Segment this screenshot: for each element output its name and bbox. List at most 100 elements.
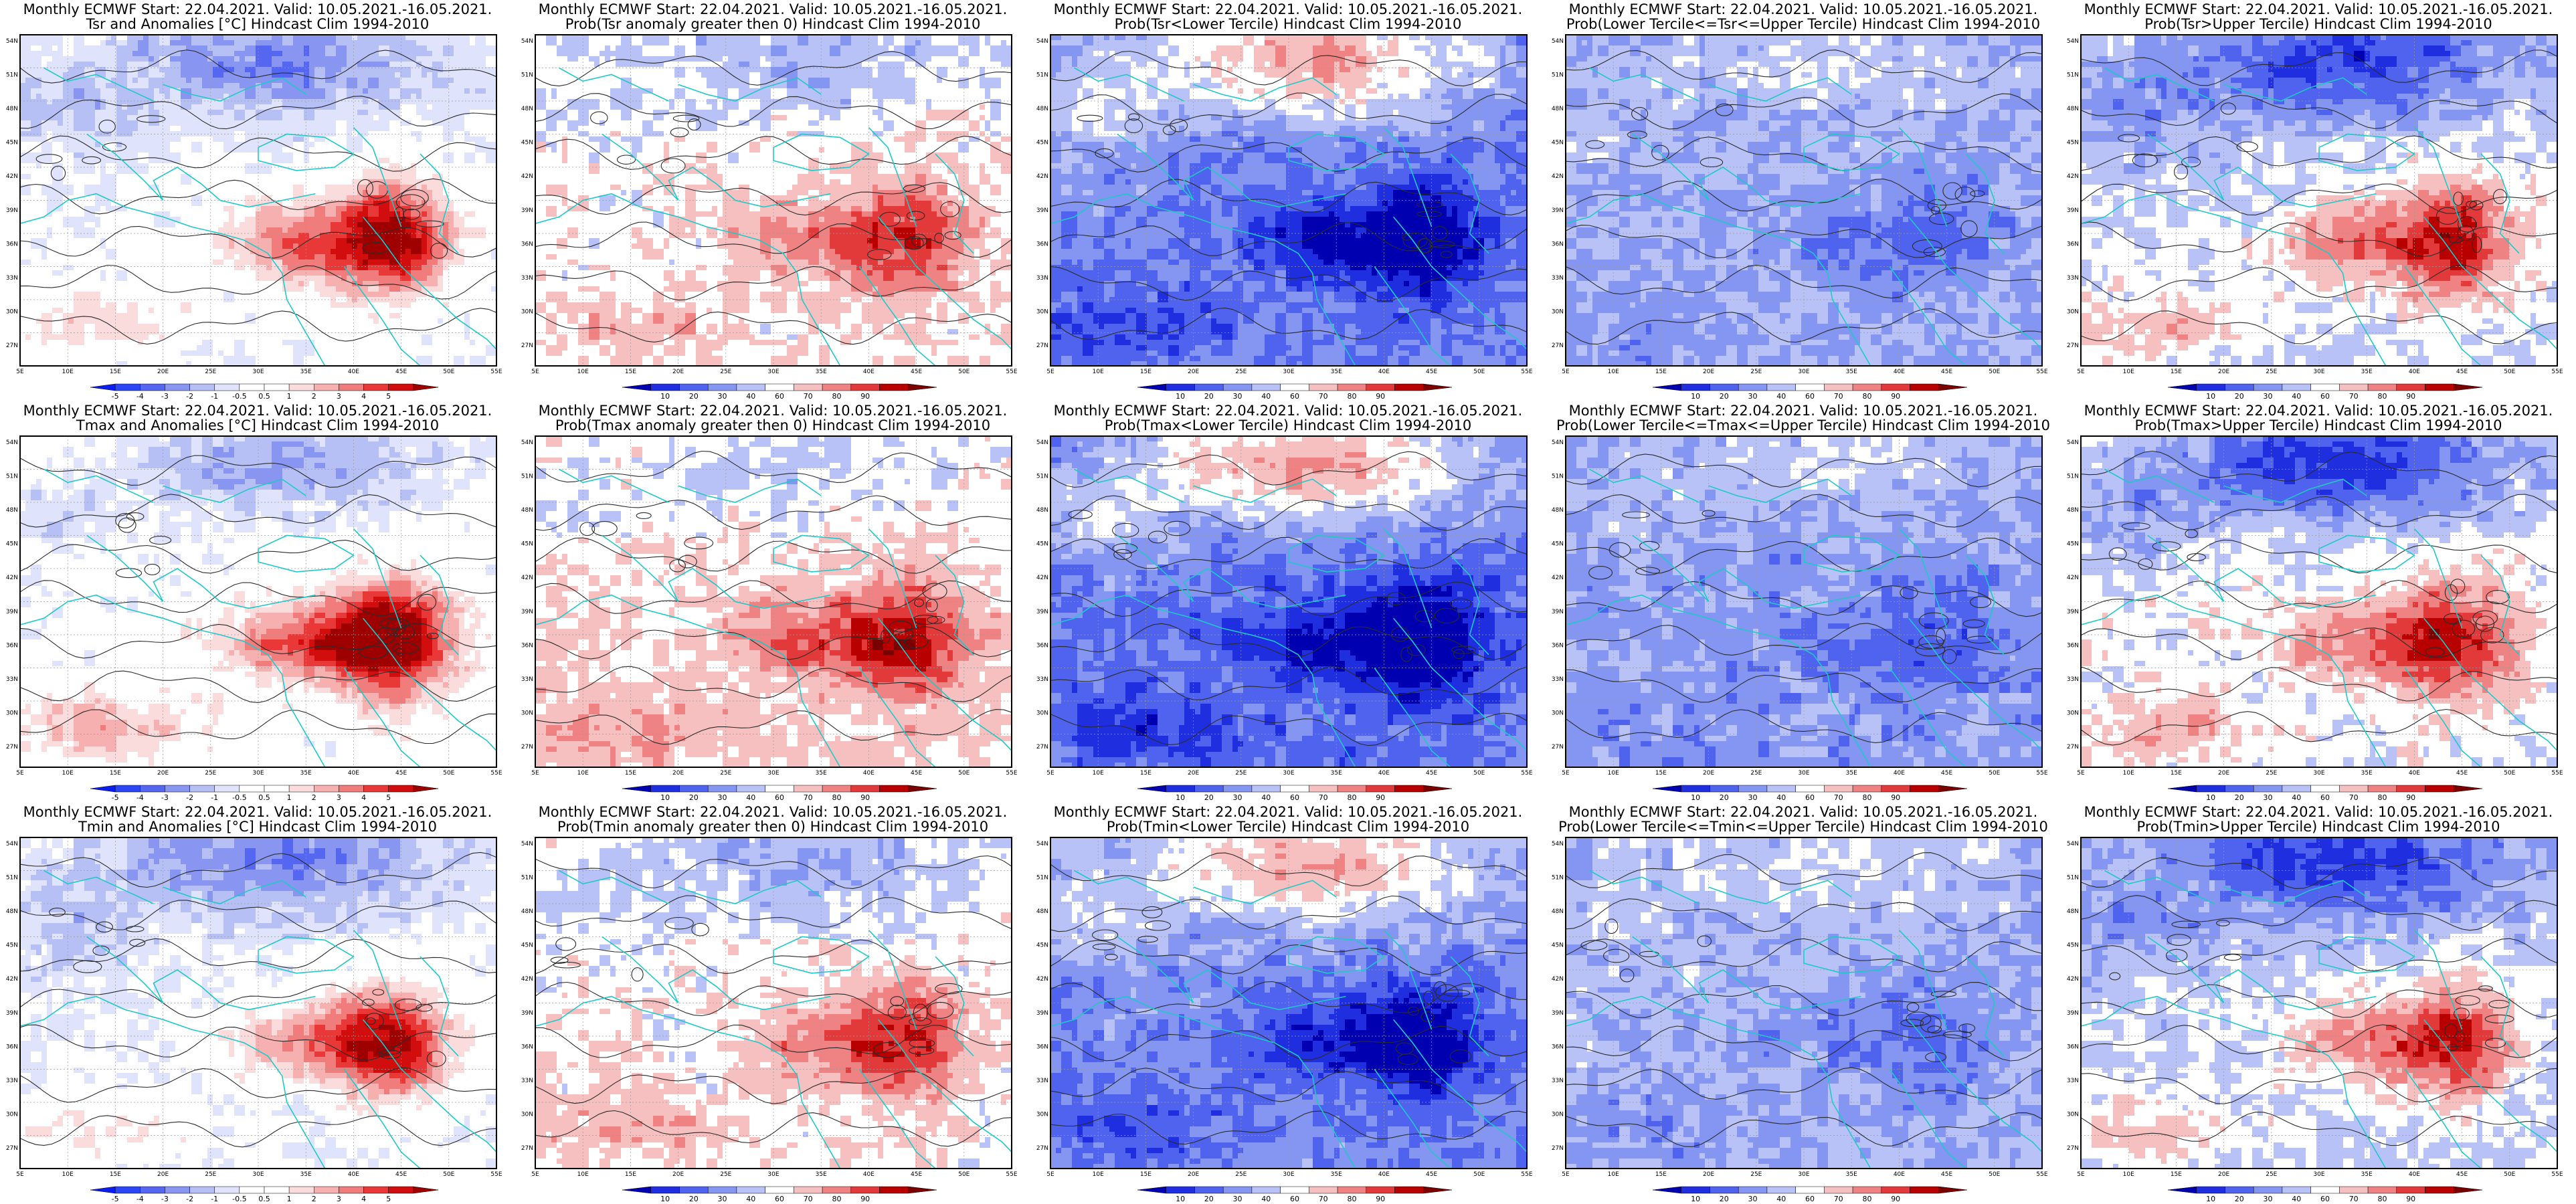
colorbar-segment (622, 785, 651, 792)
longitude-tick-label: 40E (1894, 1171, 1905, 1178)
latitude-tick-label: 27N (1036, 342, 1048, 349)
colorbar-label: 10 (1691, 392, 1700, 401)
latitude-tick-label: 45N (2067, 541, 2079, 548)
latitude-tick-label: 30N (6, 710, 18, 716)
colorbar-label: 10 (1176, 392, 1185, 401)
colorbar-segment (1796, 785, 1825, 792)
colorbar-label: 70 (1319, 793, 1328, 802)
colorbar-label: 90 (860, 1195, 870, 1203)
longitude-tick-label: 35E (300, 770, 312, 777)
latitude-tick-label: 45N (2067, 140, 2079, 146)
longitude-tick-label: 10E (1608, 1171, 1619, 1178)
latitude-tick-label: 36N (2067, 642, 2079, 649)
longitude-tick-label: 55E (2036, 770, 2047, 777)
colorbar-segment (2454, 1187, 2482, 1193)
colorbar-segment (413, 1187, 438, 1193)
colorbar-label: 60 (1290, 392, 1299, 401)
latitude-tick-label: 54N (1552, 841, 1564, 847)
forecast-map: 5E 10E 15E 20E 25E 30E 35E 40E 45E 50E 55E54N51N48… (1030, 401, 1546, 803)
latitude-tick-label: 39N (1036, 207, 1048, 214)
latitude-tick-label: 42N (521, 575, 533, 581)
latitude-tick-label: 27N (6, 342, 18, 349)
longitude-tick-label: 35E (1331, 1171, 1342, 1178)
colorbar-label: 80 (1348, 1195, 1357, 1203)
latitude-tick-label: 33N (6, 275, 18, 282)
longitude-tick-label: 30E (1798, 369, 1809, 375)
latitude-tick-label: 54N (6, 38, 18, 45)
colorbar: 10 20 30 40 60 70 80 90 (1137, 785, 1452, 802)
longitude-tick-label: 10E (577, 770, 589, 777)
colorbar-segment (215, 384, 240, 391)
longitude-tick-label: 25E (2266, 369, 2277, 375)
colorbar-segment (1194, 785, 1223, 792)
colorbar-segment (794, 384, 822, 391)
latitude-tick-label: 39N (2067, 609, 2079, 615)
colorbar-segment (1824, 384, 1853, 391)
longitude-tick-label: 5E (16, 369, 24, 375)
forecast-panel-1: Monthly ECMWF Start: 22.04.2021. Valid: … (0, 0, 515, 401)
colorbar-segment (165, 785, 189, 792)
longitude-tick-label: 15E (2171, 1171, 2182, 1178)
latitude-tick-label: 27N (1552, 744, 1564, 750)
colorbar-segment (1653, 785, 1681, 792)
latitude-tick-label: 48N (2067, 106, 2079, 112)
colorbar-segment (190, 1187, 215, 1193)
latitude-tick-label: 36N (1036, 642, 1048, 649)
colorbar-segment (240, 1187, 264, 1193)
longitude-tick-label: 5E (2077, 369, 2085, 375)
colorbar-label: 40 (746, 1195, 755, 1203)
longitude-tick-label: 45E (911, 770, 922, 777)
latitude-tick-label: 33N (1036, 676, 1048, 683)
colorbar-segment (908, 1187, 937, 1193)
colorbar-segment (190, 785, 215, 792)
longitude-tick-label: 10E (62, 1171, 74, 1178)
latitude-tick-label: 45N (6, 942, 18, 949)
forecast-map: 5E 10E 15E 20E 25E 30E 35E 40E 45E 50E 55E54N51N48… (1030, 0, 1546, 401)
colorbar-segment (708, 785, 737, 792)
colorbar-segment (289, 785, 314, 792)
colorbar-label: 60 (775, 392, 784, 401)
latitude-tick-label: 45N (1036, 942, 1048, 949)
latitude-tick-label: 48N (1036, 106, 1048, 112)
longitude-tick-label: 30E (252, 369, 264, 375)
colorbar-segment (851, 1187, 880, 1193)
colorbar-label: 90 (1376, 392, 1385, 401)
longitude-tick-label: 20E (672, 770, 684, 777)
colorbar-segment (2339, 384, 2368, 391)
colorbar-segment (1252, 384, 1281, 391)
longitude-tick-label: 5E (531, 1171, 539, 1178)
latitude-tick-label: 33N (1552, 275, 1564, 282)
colorbar-label: 0.5 (258, 1195, 270, 1203)
latitude-tick-label: 42N (6, 575, 18, 581)
colorbar-segment (2168, 785, 2197, 792)
longitude-tick-label: 5E (1562, 369, 1570, 375)
latitude-tick-label: 51N (6, 875, 18, 882)
colorbar-label: 20 (1720, 793, 1729, 802)
colorbar-label: 30 (1233, 793, 1243, 802)
latitude-tick-label: 54N (2067, 841, 2079, 847)
colorbar-label: 60 (775, 1195, 784, 1203)
longitude-tick-label: 50E (1473, 1171, 1485, 1178)
longitude-tick-label: 20E (672, 1171, 684, 1178)
longitude-tick-label: 10E (62, 770, 74, 777)
colorbar-segment (1824, 1187, 1853, 1193)
colorbar-segment (651, 384, 680, 391)
colorbar-label: 10 (660, 1195, 670, 1203)
longitude-tick-label: 50E (958, 369, 970, 375)
colorbar-segment (1710, 384, 1738, 391)
latitude-tick-label: 36N (1552, 1043, 1564, 1050)
latitude-tick-label: 33N (6, 1078, 18, 1084)
colorbar-segment (1881, 384, 1910, 391)
longitude-tick-label: 20E (157, 770, 169, 777)
longitude-tick-label: 10E (1608, 369, 1619, 375)
colorbar-segment (289, 384, 314, 391)
latitude-tick-label: 54N (2067, 439, 2079, 446)
colorbar-segment (1338, 384, 1366, 391)
latitude-tick-label: 42N (1036, 976, 1048, 983)
colorbar-label: 40 (1776, 1195, 1786, 1203)
latitude-tick-label: 33N (1036, 1078, 1048, 1084)
longitude-tick-label: 10E (2123, 770, 2134, 777)
latitude-tick-label: 27N (521, 1145, 533, 1152)
latitude-tick-label: 33N (1552, 676, 1564, 683)
latitude-tick-label: 27N (1552, 342, 1564, 349)
